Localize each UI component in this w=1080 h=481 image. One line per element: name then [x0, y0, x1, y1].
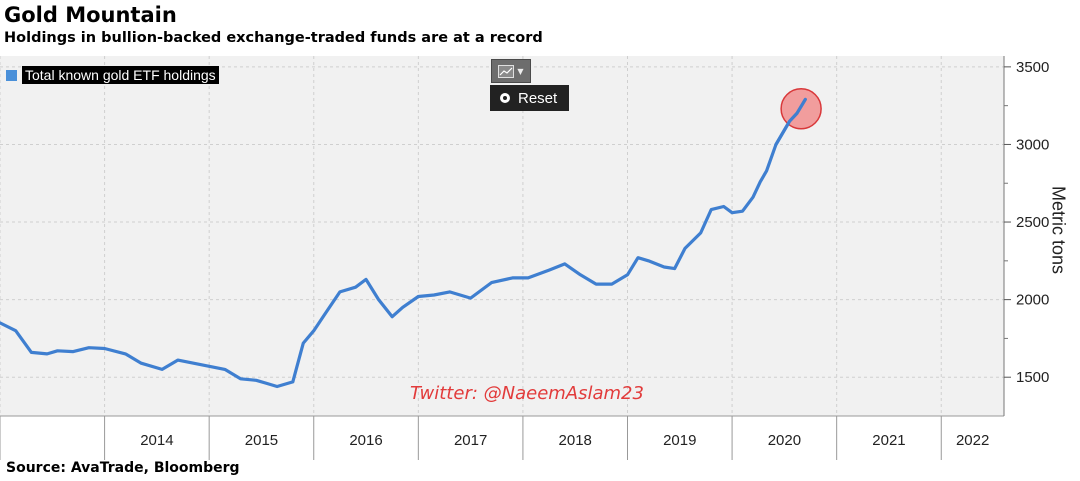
- series-line-tip: [774, 97, 807, 147]
- x-tick-label: 2018: [559, 432, 592, 449]
- source-note: Source: AvaTrade, Bloomberg: [6, 460, 240, 476]
- y-tick-label: 2000: [1016, 292, 1049, 309]
- y-tick-label: 3000: [1016, 136, 1049, 153]
- legend-swatch: [6, 69, 17, 81]
- watermark-text: Twitter: @NaeemAslam23: [410, 383, 644, 404]
- x-tick-label: 2017: [454, 432, 487, 449]
- legend-label[interactable]: Total known gold ETF holdings: [22, 66, 219, 84]
- x-tick-label: 2015: [245, 432, 278, 449]
- y-tick-label: 2500: [1016, 214, 1049, 231]
- reset-label: Reset: [518, 89, 558, 107]
- x-tick-label: 2019: [663, 432, 696, 449]
- legend[interactable]: Total known gold ETF holdings: [6, 66, 219, 84]
- x-tick-label: 2022: [956, 432, 989, 449]
- y-axis: 1500 2000 2500 3000 3500: [1003, 56, 1049, 416]
- x-tick-label: 2016: [349, 432, 382, 449]
- chart-subtitle: Holdings in bullion-backed exchange-trad…: [4, 30, 543, 46]
- reset-button[interactable]: Reset: [490, 85, 569, 111]
- year-band-axis: 2014 2015 2016 2017 2018 2019 2020 2021 2022: [0, 415, 1004, 460]
- chart-area: 2014 2015 2016 2017 2018 2019 2020 2021 2022 150…: [0, 56, 1080, 460]
- series-layer: [0, 97, 807, 389]
- chevron-down-icon: ▼: [517, 66, 524, 76]
- series-line-total-gold-etf: [0, 97, 807, 389]
- y-axis-title: Metric tons: [1048, 185, 1069, 275]
- x-tick-label: 2021: [872, 432, 905, 449]
- line-chart-icon: [498, 64, 515, 78]
- chart-type-button[interactable]: ▼: [491, 59, 531, 83]
- x-tick-label: 2014: [140, 432, 173, 449]
- chart-title: Gold Mountain: [4, 3, 177, 27]
- y-tick-label: 1500: [1016, 369, 1049, 386]
- grid-lines: [0, 56, 1004, 416]
- x-tick-label: 2020: [768, 432, 801, 449]
- chart-svg: 2014 2015 2016 2017 2018 2019 2020 2021 2022 150…: [0, 56, 1049, 460]
- highlight-layer: [774, 88, 822, 147]
- y-tick-label: 3500: [1016, 59, 1049, 76]
- radio-dot-icon: [500, 93, 510, 103]
